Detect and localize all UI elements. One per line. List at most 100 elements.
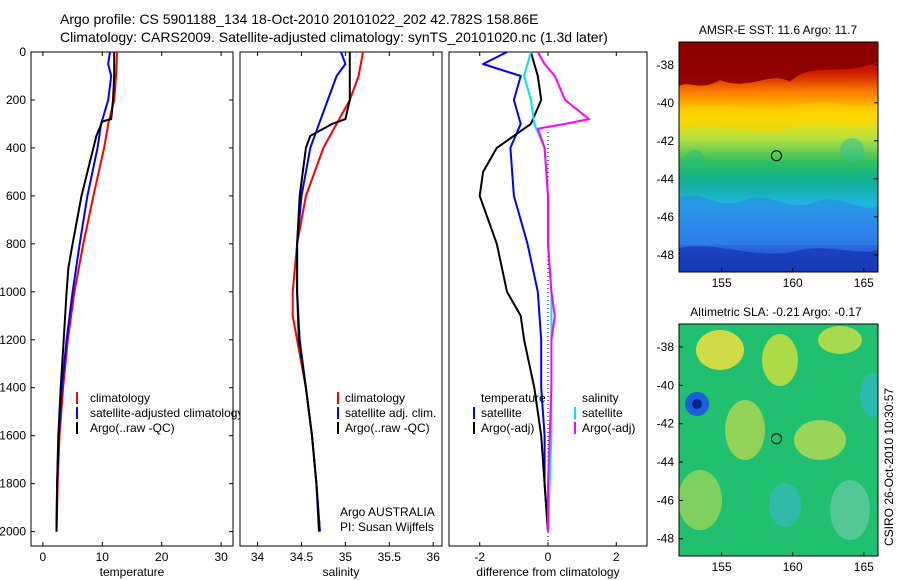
y-tick-label: 600 xyxy=(6,189,26,203)
salinity-x-label: salinity xyxy=(323,565,360,579)
difference-panel: -2 0 2 temperature satellite Argo(-adj) sa… xyxy=(448,51,648,579)
sla-low-anomaly xyxy=(830,480,870,540)
sst-map-axes: 155 160 165 -38 -40 -42 -44 -46 -48 xyxy=(657,58,878,290)
map-x-tick-label: 155 xyxy=(712,276,732,290)
map-x-tick-label: 165 xyxy=(854,276,874,290)
legend-title-salinity: salinity xyxy=(582,391,619,405)
y-tick-label: 1400 xyxy=(0,381,26,395)
series-line-argo-raw-qc xyxy=(55,52,116,532)
legend-label-satellite: satellite adj. clim. xyxy=(345,406,436,420)
map-y-tick-label: -42 xyxy=(657,134,675,148)
x-tick-label: 34 xyxy=(251,550,265,564)
csiro-timestamp: CSIRO 26-Oct-2010 10:30:57 xyxy=(882,388,896,546)
y-tick-label: 0 xyxy=(19,45,26,59)
x-tick-label: 10 xyxy=(96,550,110,564)
temperature-series xyxy=(55,51,119,532)
map-y-tick-label: -46 xyxy=(657,210,675,224)
sla-low-anomaly xyxy=(769,483,801,527)
map-y-tick-label: -40 xyxy=(657,96,675,110)
sla-map-axes: 155 160 165 -38 -40 -42 -44 -46 -48 xyxy=(657,340,874,574)
x-tick-label: 34.5 xyxy=(290,550,314,564)
y-tick-label: 400 xyxy=(6,141,26,155)
map-y-tick-label: -42 xyxy=(657,417,675,431)
difference-x-label: difference from climatology xyxy=(476,565,619,579)
sst-map-title: AMSR-E SST: 11.6 Argo: 11.7 xyxy=(699,23,858,37)
difference-legend: temperature satellite Argo(-adj) salinit… xyxy=(473,391,635,435)
temperature-panel: 0 200 400 600 800 1000 1200 1400 1600 1800 2000 0 1… xyxy=(0,45,243,579)
legend-label-satellite: satellite-adjusted climatology xyxy=(90,406,243,420)
x-tick-label: 0 xyxy=(40,550,47,564)
argo-australia-label: Argo AUSTRALIA xyxy=(340,505,435,519)
sst-map-frame xyxy=(678,41,879,273)
x-tick-label: 20 xyxy=(155,550,169,564)
salinity-series xyxy=(291,51,364,532)
legend-label-climatology: climatology xyxy=(90,391,150,405)
header-line-2: Climatology: CARS2009. Satellite-adjuste… xyxy=(60,29,608,45)
sla-high-anomaly xyxy=(725,400,765,460)
map-y-tick-label: -38 xyxy=(657,58,675,72)
sla-field xyxy=(679,324,878,556)
map-x-tick-label: 160 xyxy=(783,276,803,290)
map-y-tick-label: -48 xyxy=(657,532,675,546)
map-x-tick-label: 155 xyxy=(712,560,732,574)
x-tick-label: 35.5 xyxy=(378,550,402,564)
legend-label-climatology: climatology xyxy=(345,391,405,405)
map-x-tick-label: 165 xyxy=(854,560,874,574)
sst-cold-tongue xyxy=(679,195,878,245)
map-x-tick-label: 160 xyxy=(783,560,803,574)
legend-label-argo: Argo(..raw -QC) xyxy=(90,421,175,435)
map-y-tick-label: -38 xyxy=(657,340,675,354)
salinity-x-axis: 34 34.5 35 35.5 36 xyxy=(251,52,440,564)
sst-warm-core xyxy=(679,42,878,86)
depth-axis: 0 200 400 600 800 1000 1200 1400 1600 1800 2000 xyxy=(0,45,233,539)
y-tick-label: 1000 xyxy=(0,285,26,299)
argo-float-marker xyxy=(771,150,782,162)
sla-map-panel: Altimetric SLA: -0.21 Argo: -0.17 155 160… xyxy=(657,305,896,574)
sla-high-anomaly xyxy=(679,470,722,530)
sla-high-anomaly xyxy=(762,334,798,386)
legend-label-sal-argo: Argo(-adj) xyxy=(582,421,635,435)
header-line-1: Argo profile: CS 5901188_134 18-Oct-2010… xyxy=(60,11,538,27)
y-tick-label: 1600 xyxy=(0,429,26,443)
legend-label-temp-argo: Argo(-adj) xyxy=(481,421,534,435)
argo-float-marker xyxy=(771,433,782,445)
sla-map-frame xyxy=(678,323,879,557)
salinity-legend: climatology satellite adj. clim. Argo(..… xyxy=(337,391,436,435)
sst-eddy xyxy=(840,138,864,162)
sla-high-anomaly xyxy=(818,326,862,354)
salinity-panel: 34 34.5 35 35.5 36 climatology satellite adj… xyxy=(239,51,443,579)
map-y-tick-label: -44 xyxy=(657,172,675,186)
sst-coldest-band xyxy=(679,246,878,272)
difference-x-axis: -2 0 2 xyxy=(474,52,620,564)
map-y-tick-label: -44 xyxy=(657,455,675,469)
temperature-legend: climatology satellite-adjusted climatolo… xyxy=(76,391,243,435)
legend-label-sal-satellite: satellite xyxy=(582,406,623,420)
pi-label: PI: Susan Wijffels xyxy=(340,520,434,534)
legend-title-temperature: temperature xyxy=(481,391,546,405)
sla-high-anomaly xyxy=(696,330,744,370)
salinity-axes-frame xyxy=(239,51,443,547)
sla-high-anomaly xyxy=(794,420,846,460)
x-tick-label: 0 xyxy=(545,550,552,564)
x-tick-label: 2 xyxy=(613,550,620,564)
temperature-axes-frame xyxy=(30,51,234,547)
y-tick-label: 2000 xyxy=(0,525,26,539)
legend-label-argo: Argo(..raw -QC) xyxy=(345,421,430,435)
temperature-x-label: temperature xyxy=(100,565,165,579)
sst-map-panel: AMSR-E SST: 11.6 Argo: 11.7 155 160 165 -38… xyxy=(657,23,879,290)
sst-eddy xyxy=(685,150,705,170)
y-tick-label: 1800 xyxy=(0,477,26,491)
sla-cold-eddy-core xyxy=(692,399,702,409)
y-tick-label: 200 xyxy=(6,93,26,107)
x-tick-label: 36 xyxy=(427,550,441,564)
series-line-salinity-argo-adj xyxy=(536,51,590,532)
legend-label-temp-satellite: satellite xyxy=(481,406,522,420)
map-y-tick-label: -48 xyxy=(657,248,675,262)
x-tick-label: 30 xyxy=(214,550,228,564)
x-tick-label: 35 xyxy=(339,550,353,564)
y-tick-label: 1200 xyxy=(0,333,26,347)
x-tick-label: -2 xyxy=(474,550,485,564)
sst-front-band xyxy=(679,102,878,132)
map-y-tick-label: -40 xyxy=(657,378,675,392)
